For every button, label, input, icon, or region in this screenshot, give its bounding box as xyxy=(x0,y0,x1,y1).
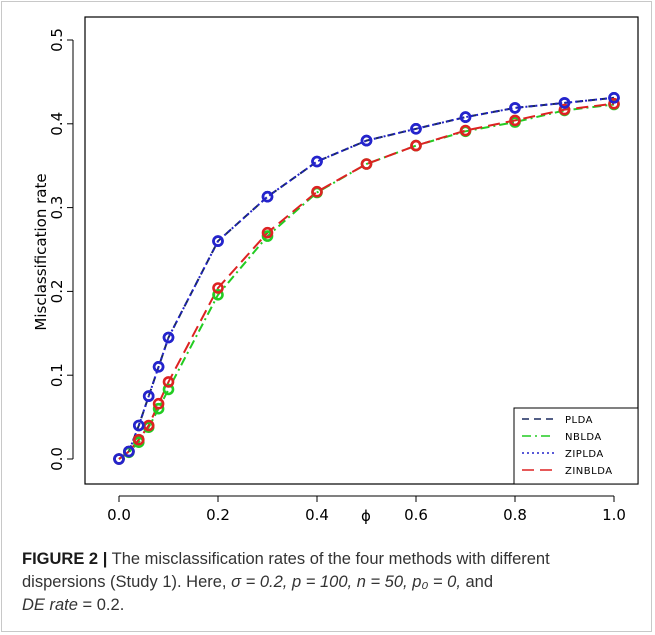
data-point-nblda xyxy=(212,288,224,301)
data-point-zinblda xyxy=(162,376,175,388)
legend-label-plda: PLDA xyxy=(565,415,593,426)
legend-label-zinblda: ZINBLDA xyxy=(565,466,613,477)
data-point-zinblda xyxy=(509,114,521,127)
data-point-ziplda xyxy=(558,97,571,109)
data-point-zinblda xyxy=(212,282,224,294)
x-tick-label: 0.2 xyxy=(206,506,230,524)
data-point-zinblda xyxy=(261,226,274,239)
data-point-zinblda xyxy=(608,97,620,110)
caption-sigma: σ = 0.2, xyxy=(231,573,288,591)
x-tick-label: 0.6 xyxy=(404,506,428,524)
caption-de-value: = 0.2. xyxy=(82,596,125,614)
data-point-zinblda xyxy=(558,103,571,116)
data-point-ziplda xyxy=(410,123,422,135)
data-point-zinblda xyxy=(360,158,373,170)
x-tick-label: 1.0 xyxy=(602,506,626,524)
y-axis-label: Misclassification rate xyxy=(32,173,50,330)
y-tick-label: 0.2 xyxy=(48,279,66,303)
figure-caption: FIGURE 2 | The misclassification rates o… xyxy=(22,548,637,617)
data-point-ziplda xyxy=(133,419,145,432)
legend-label-nblda: NBLDA xyxy=(565,432,602,443)
y-tick-label: 0.1 xyxy=(48,363,66,387)
caption-line2-pre: dispersions (Study 1). Here, xyxy=(22,573,227,591)
x-tick-label: 0.8 xyxy=(503,506,527,524)
data-point-ziplda xyxy=(360,134,373,147)
plot-box xyxy=(84,16,639,485)
data-point-ziplda xyxy=(509,102,521,114)
y-tick-label: 0.4 xyxy=(48,112,66,136)
data-point-ziplda xyxy=(123,445,135,458)
data-point-nblda xyxy=(162,383,175,396)
data-point-ziplda xyxy=(162,331,175,344)
caption-p: p = 100, xyxy=(291,573,353,591)
chart: 0.0 0.2 0.4 0.6 0.8 1.0 0.0 0.1 0.2 0.3 0.4 0.5 ϕ M… xyxy=(32,16,639,525)
data-point-ziplda xyxy=(113,453,125,465)
data-point-zinblda xyxy=(133,433,145,446)
series-line-zinblda xyxy=(118,102,615,460)
series-markers xyxy=(113,92,620,465)
data-point-zinblda xyxy=(311,185,323,198)
data-point-ziplda xyxy=(152,360,165,373)
y-tick-label: 0.0 xyxy=(48,447,66,471)
legend-label-ziplda: ZIPLDA xyxy=(565,449,604,460)
caption-line1: The misclassification rates of the four … xyxy=(111,550,550,568)
caption-n: n = 50, xyxy=(356,573,408,591)
x-tick-label: 0.0 xyxy=(107,506,131,524)
caption-and: and xyxy=(465,573,494,591)
data-point-zinblda xyxy=(152,397,165,410)
data-point-ziplda xyxy=(142,390,155,402)
legend: PLDA NBLDA ZIPLDA ZINBLDA xyxy=(513,407,639,485)
series-line-nblda xyxy=(118,103,615,460)
x-axis-label: ϕ xyxy=(361,507,371,525)
data-point-nblda xyxy=(152,402,165,415)
data-point-ziplda xyxy=(311,155,323,168)
data-point-ziplda xyxy=(459,111,472,123)
series-lines xyxy=(118,96,615,460)
y-tick-label: 0.3 xyxy=(48,196,66,220)
data-point-zinblda xyxy=(410,139,422,152)
data-point-ziplda xyxy=(261,190,274,203)
x-tick-label: 0.4 xyxy=(305,506,329,524)
y-tick-label: 0.5 xyxy=(48,28,66,52)
figure-label: FIGURE 2 xyxy=(22,550,99,568)
data-point-ziplda xyxy=(212,235,224,247)
caption-de-rate: DE rate xyxy=(22,596,78,614)
caption-separator: | xyxy=(102,550,108,568)
axes: 0.0 0.2 0.4 0.6 0.8 1.0 0.0 0.1 0.2 0.3 0.4 0.5 xyxy=(48,28,626,524)
data-point-zinblda xyxy=(459,124,472,137)
series-line-plda xyxy=(118,96,615,460)
data-point-ziplda xyxy=(608,92,620,104)
legend-box xyxy=(513,407,639,485)
caption-p0: p₀ = 0, xyxy=(412,573,461,591)
series-line-ziplda xyxy=(118,96,615,460)
